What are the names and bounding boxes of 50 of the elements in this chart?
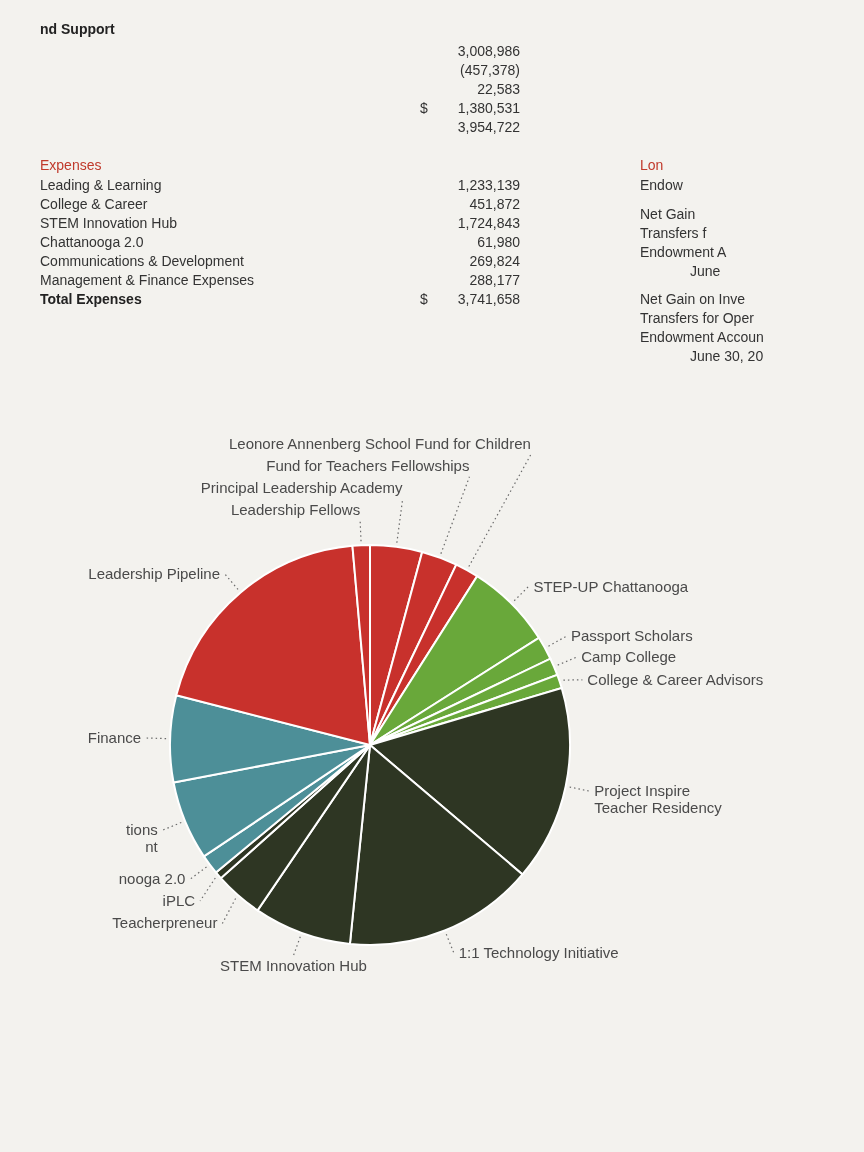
text: $ [420, 100, 428, 116]
slice-label: Project Inspire Teacher Residency [594, 782, 723, 817]
text: STEM Innovation Hub [40, 215, 178, 231]
slice-label: Passport Scholars [570, 627, 693, 645]
text: Management & Finance Expenses [40, 272, 255, 288]
text: Chattanooga 2.0 [40, 234, 144, 250]
slice-label: Principal Leadership Academy [200, 479, 404, 497]
slice-label: Leadership Pipeline [88, 565, 221, 583]
slice-label: Fund for Teachers Fellowships [266, 456, 470, 474]
text: 1,233,139 [457, 177, 521, 193]
text: 3,954,722 [457, 119, 521, 135]
text: 61,980 [477, 234, 521, 250]
text: 3,008,986 [457, 43, 521, 59]
text: June 30, 20 [690, 348, 764, 364]
slice-label: 1:1 Technology Initiative [458, 943, 619, 961]
text: June [690, 263, 721, 279]
slice-label: Teacherpreneur [112, 914, 218, 932]
text: Net Gain on Inve [640, 291, 746, 307]
text: Net Gain [640, 206, 696, 222]
text: Endowment A [640, 244, 728, 260]
text: Endowment Accoun [640, 329, 764, 345]
slice-label: Leadership Fellows [230, 501, 361, 519]
slice-label: iPLC [162, 892, 196, 910]
text: Expenses [40, 157, 102, 173]
slice-label: College & Career Advisors [587, 670, 764, 688]
text: Transfers for Oper [640, 310, 755, 326]
text: Total Expenses [40, 291, 142, 307]
text: Leading & Learning [40, 177, 162, 193]
slice-label: Finance [87, 728, 142, 746]
text: 451,872 [469, 196, 521, 212]
text: $ [420, 291, 428, 307]
text: 1,380,531 [457, 100, 521, 116]
slice-label: Leonore Annenberg School Fund for Children [228, 434, 531, 452]
text: 3,741,658 [457, 291, 521, 307]
text: Communications & Development [40, 253, 244, 269]
text: College & Career [40, 196, 148, 212]
text: 22,583 [477, 81, 521, 97]
slice-label: STEP-UP Chattanooga [533, 577, 689, 595]
slice-label: STEM Innovation Hub [220, 956, 367, 974]
text: nd Support [40, 21, 115, 37]
text: Transfers f [640, 225, 707, 241]
text: 1,724,843 [457, 215, 521, 231]
text: 288,177 [469, 272, 521, 288]
slice-label: nooga 2.0 [118, 869, 186, 887]
slice-label: Camp College [581, 648, 677, 666]
text: (457,378) [460, 62, 520, 78]
text: Endow [640, 177, 684, 193]
slice-label: tions nt [126, 821, 159, 856]
text: 269,824 [469, 253, 521, 269]
text: Lon [640, 157, 664, 173]
